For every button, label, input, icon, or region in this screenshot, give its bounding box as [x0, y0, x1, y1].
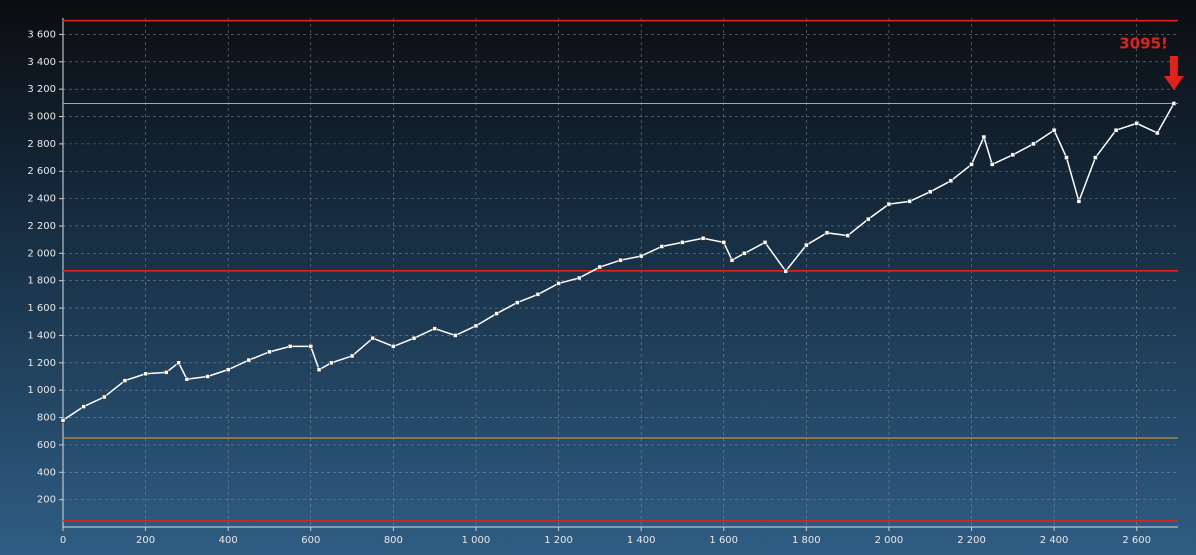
data-point — [1113, 127, 1119, 133]
y-tick-label: 1 000 — [27, 385, 56, 396]
data-point — [700, 236, 706, 241]
data-point — [60, 418, 66, 423]
data-point — [329, 360, 334, 366]
x-tick-label: 1 400 — [627, 535, 656, 546]
y-tick-label: 1 600 — [27, 303, 56, 314]
y-tick-label: 2 600 — [27, 166, 56, 177]
y-tick-label: 400 — [37, 467, 56, 478]
x-tick-label: 2 400 — [1040, 535, 1069, 546]
y-tick-label: 1 400 — [27, 330, 56, 341]
data-point — [411, 335, 417, 341]
x-tick-label: 600 — [301, 535, 320, 546]
data-point — [535, 292, 541, 297]
data-point — [1093, 155, 1098, 160]
data-point — [143, 371, 148, 377]
data-point — [453, 333, 458, 338]
data-point — [866, 216, 871, 222]
data-point — [122, 378, 128, 383]
data-point — [81, 404, 86, 409]
data-point — [742, 251, 747, 256]
x-tick-label: 2 600 — [1122, 535, 1151, 546]
x-tick-label: 2 200 — [957, 535, 986, 546]
y-tick-label: 3 400 — [27, 57, 56, 68]
data-point — [1171, 101, 1177, 106]
data-point — [1076, 199, 1082, 204]
y-tick-label: 2 400 — [27, 194, 56, 205]
x-tick-label: 1 600 — [709, 535, 738, 546]
data-point — [1051, 127, 1057, 133]
data-point — [556, 281, 561, 286]
data-point — [576, 275, 582, 281]
data-point — [184, 376, 190, 382]
data-point — [515, 300, 520, 305]
data-point — [473, 323, 479, 329]
data-point — [163, 370, 169, 375]
data-point — [1031, 141, 1036, 147]
y-tick-label: 2 000 — [27, 248, 56, 259]
data-point — [989, 162, 995, 167]
data-point — [597, 264, 603, 270]
x-tick-label: 200 — [136, 535, 155, 546]
data-point — [721, 240, 726, 245]
x-tick-label: 1 000 — [462, 535, 491, 546]
y-tick-label: 2 800 — [27, 139, 56, 150]
data-point — [886, 201, 892, 207]
y-tick-label: 1 200 — [27, 358, 56, 369]
data-point — [927, 189, 933, 195]
x-tick-label: 400 — [219, 535, 238, 546]
y-tick-label: 800 — [37, 413, 56, 424]
data-point — [824, 230, 830, 236]
data-point — [762, 240, 768, 245]
data-point — [659, 244, 665, 249]
y-tick-label: 3 600 — [27, 29, 56, 40]
annotation: 3095! — [1119, 35, 1168, 53]
data-point — [1134, 121, 1139, 126]
data-point — [267, 349, 272, 355]
data-point — [783, 268, 788, 274]
data-point — [907, 199, 912, 204]
y-tick-label: 3 200 — [27, 84, 56, 95]
x-tick-label: 1 800 — [792, 535, 821, 546]
data-point — [618, 257, 623, 263]
y-tick-label: 3 000 — [27, 112, 56, 123]
x-tick-label: 0 — [60, 535, 66, 546]
data-point — [102, 394, 107, 400]
y-tick-label: 2 200 — [27, 221, 56, 232]
y-tick-label: 200 — [37, 495, 56, 506]
data-point — [308, 344, 314, 349]
data-point — [1010, 152, 1016, 158]
series-line — [62, 103, 1175, 421]
data-point — [494, 311, 499, 316]
data-point — [391, 344, 396, 349]
data-point — [638, 253, 644, 259]
data-point — [205, 374, 210, 379]
data-point — [349, 353, 355, 359]
data-point — [432, 326, 437, 331]
data-point — [981, 134, 987, 140]
data-point — [316, 367, 322, 372]
annotation-arrow — [1163, 56, 1184, 90]
data-point — [948, 178, 954, 184]
x-tick-label: 2 000 — [875, 535, 904, 546]
data-point — [729, 257, 735, 263]
data-point — [1155, 130, 1160, 136]
data-point — [287, 344, 293, 349]
data-point — [804, 242, 809, 248]
data-point — [225, 367, 231, 372]
data-point — [176, 360, 181, 366]
data-point — [969, 162, 974, 167]
x-tick-label: 1 200 — [544, 535, 573, 546]
y-tick-label: 1 800 — [27, 276, 56, 287]
data-point — [1064, 155, 1069, 160]
data-point — [845, 233, 850, 238]
data-point — [246, 357, 252, 363]
y-tick-label: 600 — [37, 440, 56, 451]
x-tick-label: 800 — [384, 535, 403, 546]
data-point — [370, 335, 375, 341]
data-point — [680, 240, 685, 245]
